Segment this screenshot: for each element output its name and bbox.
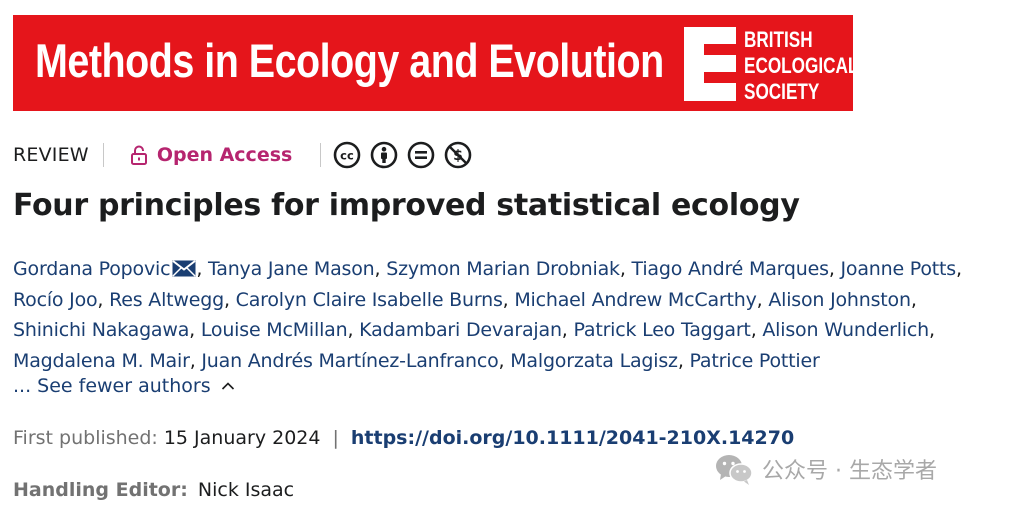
author-line: Rocío Joo, Res Altwegg, Carolyn Claire I…: [13, 288, 917, 311]
bes-line-1: BRITISH: [744, 27, 813, 52]
divider: [320, 143, 322, 167]
author-line: Magdalena M. Mair, Juan Andrés Martínez-…: [13, 349, 820, 372]
author-link[interactable]: Gordana Popovic: [13, 258, 171, 280]
author-link[interactable]: Kadambari Devarajan: [359, 319, 562, 341]
author-link[interactable]: Juan Andrés Martínez-Lanfranco: [201, 349, 499, 372]
publication-info: First published: 15 January 2024 | https…: [13, 427, 794, 449]
author-link[interactable]: Patrick Leo Taggart: [573, 319, 751, 341]
author-link[interactable]: Res Altwegg: [109, 288, 224, 311]
author-link[interactable]: Malgorzata Lagisz: [510, 349, 678, 372]
nd-icon: [408, 141, 435, 169]
bes-line-2: ECOLOGICAL: [744, 53, 859, 78]
author-link[interactable]: Magdalena M. Mair: [13, 349, 190, 372]
open-access-label: Open Access: [156, 144, 293, 166]
author-link[interactable]: Rocío Joo: [13, 288, 98, 311]
author-list: Gordana Popovic, Tanya Jane Mason, Szymo…: [13, 254, 1023, 376]
author-link[interactable]: Joanne Potts: [840, 258, 957, 280]
svg-text:cc: cc: [341, 149, 355, 163]
author-link[interactable]: Patrice Pottier: [689, 349, 820, 372]
author-link[interactable]: Louise McMillan: [200, 319, 348, 341]
see-fewer-authors-toggle[interactable]: ... See fewer authors: [13, 375, 235, 397]
handling-editor: Handling Editor: Nick Isaac: [13, 479, 294, 501]
license-icons[interactable]: cc $: [333, 141, 472, 169]
publication-date: 15 January 2024: [163, 427, 321, 449]
author-link[interactable]: Michael Andrew McCarthy: [514, 288, 757, 311]
author-link[interactable]: Shinichi Nakagawa: [13, 319, 190, 341]
author-link[interactable]: Carolyn Claire Isabelle Burns: [235, 288, 503, 311]
article-meta-row: REVIEW Open Access cc $: [13, 140, 472, 170]
handling-editor-label: Handling Editor:: [13, 479, 188, 501]
chevron-up-icon: [221, 382, 234, 390]
open-lock-icon: [130, 145, 147, 165]
see-fewer-label: ... See fewer authors: [13, 375, 211, 397]
author-link[interactable]: Tanya Jane Mason: [208, 258, 375, 280]
cc-icon: cc: [334, 141, 361, 169]
article-title: Four principles for improved statistical…: [13, 188, 800, 223]
divider: [102, 143, 104, 167]
wechat-watermark: 公众号 · 生态学者: [714, 452, 937, 486]
wechat-icon: [716, 455, 753, 485]
bes-line-3: SOCIETY: [744, 79, 820, 104]
open-access-badge[interactable]: Open Access: [130, 144, 293, 166]
publication-separator: |: [332, 427, 339, 449]
watermark-text: 公众号 · 生态学者: [762, 459, 937, 484]
journal-title: Methods in Ecology and Evolution: [35, 34, 664, 87]
nc-icon: $: [445, 141, 472, 169]
first-published-label: First published:: [13, 427, 158, 449]
handling-editor-name: Nick Isaac: [197, 479, 295, 501]
author-link[interactable]: Tiago André Marques: [631, 258, 829, 280]
envelope-icon[interactable]: [172, 260, 196, 277]
author-line: Gordana Popovic, Tanya Jane Mason, Szymo…: [13, 258, 962, 280]
article-type: REVIEW: [13, 144, 89, 166]
author-link[interactable]: Szymon Marian Drobniak: [386, 258, 620, 280]
bes-e-icon: [684, 27, 736, 101]
bes-logo: BRITISH ECOLOGICAL SOCIETY: [684, 27, 858, 104]
by-icon: [371, 141, 398, 169]
bes-text: BRITISH ECOLOGICAL SOCIETY: [744, 27, 858, 105]
author-link[interactable]: Alison Wunderlich: [762, 319, 929, 341]
doi-link[interactable]: https://doi.org/10.1111/2041-210X.14270: [350, 427, 795, 449]
author-line: Shinichi Nakagawa, Louise McMillan, Kada…: [13, 319, 935, 341]
author-link[interactable]: Alison Johnston: [768, 288, 911, 311]
journal-banner[interactable]: Methods in Ecology and Evolution BRITISH…: [13, 15, 858, 111]
